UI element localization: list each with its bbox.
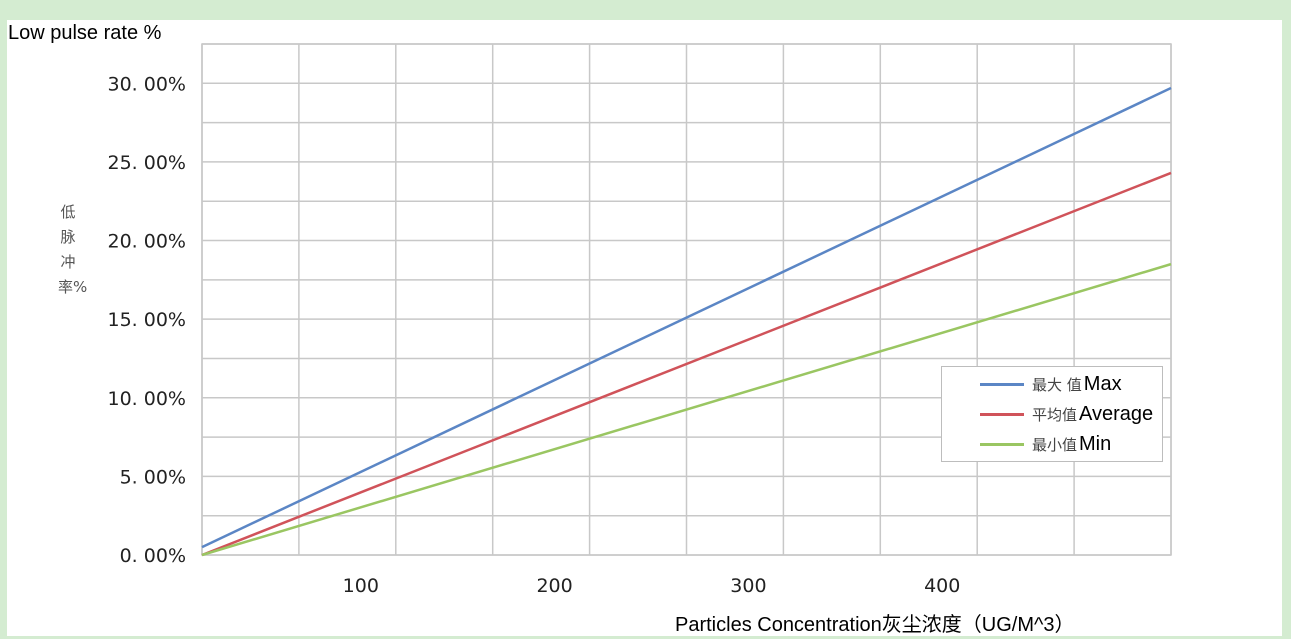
y-tick-label: 0. 00% bbox=[120, 545, 186, 567]
y-axis-title-cn: 低脉冲率% bbox=[58, 203, 88, 296]
y-tick-label: 10. 00% bbox=[108, 388, 187, 410]
plot-border bbox=[201, 43, 1172, 556]
y-tick-label: 30. 00% bbox=[108, 73, 187, 95]
legend-label-en-average: Average bbox=[1079, 402, 1154, 425]
x-tick-label: 400 bbox=[924, 575, 960, 597]
y-tick-label: 5. 00% bbox=[120, 466, 186, 488]
legend-swatch-max bbox=[980, 382, 1024, 386]
series-line-min bbox=[201, 262, 1172, 557]
series-line-average bbox=[201, 171, 1172, 557]
legend: 最大 值 Max 平均值 Average 最小值 Min bbox=[941, 366, 1163, 462]
x-tick-label: 300 bbox=[730, 575, 766, 597]
x-axis-title: Particles Concentration灰尘浓度（UG/M^3） bbox=[675, 614, 1075, 636]
legend-item-min: 最小值 Min bbox=[980, 429, 1111, 459]
y-tick-label: 15. 00% bbox=[108, 309, 187, 331]
legend-label-en-min: Min bbox=[1079, 432, 1112, 455]
legend-label-cn-max: 最大 值 bbox=[1032, 375, 1082, 394]
legend-item-max: 最大 值 Max bbox=[980, 369, 1122, 399]
x-tick-label: 100 bbox=[343, 575, 379, 597]
y-tick-labels: 0. 00% 5. 00% 10. 00% 15. 00% 20. 00% 25. 00%… bbox=[108, 73, 187, 567]
legend-label-en-max: Max bbox=[1083, 372, 1122, 395]
legend-item-average: 平均值 Average bbox=[980, 399, 1153, 429]
legend-swatch-average bbox=[980, 412, 1024, 416]
y-axis-title: Low pulse rate % bbox=[8, 22, 162, 44]
x-tick-label: 200 bbox=[536, 575, 572, 597]
y-tick-label: 20. 00% bbox=[108, 231, 187, 253]
legend-label-cn-min: 最小值 bbox=[1032, 435, 1078, 454]
legend-label-cn-average: 平均值 bbox=[1032, 405, 1078, 424]
series-lines bbox=[201, 86, 1172, 557]
x-tick-labels: 100 200 300 400 bbox=[343, 575, 961, 597]
series-line-max bbox=[201, 86, 1172, 549]
legend-swatch-min bbox=[980, 442, 1024, 446]
y-tick-label: 25. 00% bbox=[108, 152, 187, 174]
